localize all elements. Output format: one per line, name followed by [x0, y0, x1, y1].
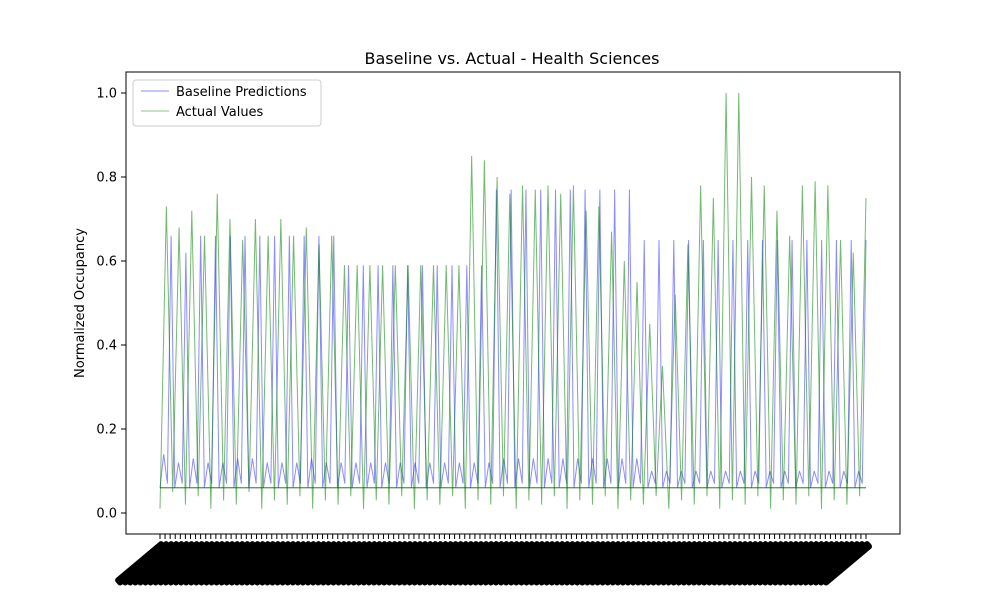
- y-tick-label: 0.4: [96, 339, 117, 354]
- x-axis: [115, 534, 872, 586]
- series-layer: [159, 92, 867, 509]
- plot-area: [159, 92, 867, 509]
- x-tick-label: [821, 541, 872, 586]
- legend-label-actual: Actual Values: [176, 105, 264, 120]
- y-axis: 0.0 0.2 0.4 0.6 0.8 1.0: [96, 87, 126, 522]
- series-line-actual: [159, 92, 867, 509]
- y-tick-label: 0.6: [96, 255, 117, 270]
- y-tick-label: 0.0: [96, 507, 117, 522]
- legend-label-baseline: Baseline Predictions: [176, 85, 307, 100]
- legend-box: [132, 79, 322, 127]
- y-tick-label: 0.8: [96, 171, 117, 186]
- legend: Baseline Predictions Actual Values: [132, 79, 322, 127]
- y-tick-label: 0.2: [96, 423, 117, 438]
- y-tick-label: 1.0: [96, 87, 117, 102]
- chart-title: Baseline vs. Actual - Health Sciences: [365, 49, 660, 68]
- y-axis-label: Normalized Occupancy: [73, 228, 88, 378]
- plot-frame: [125, 71, 901, 535]
